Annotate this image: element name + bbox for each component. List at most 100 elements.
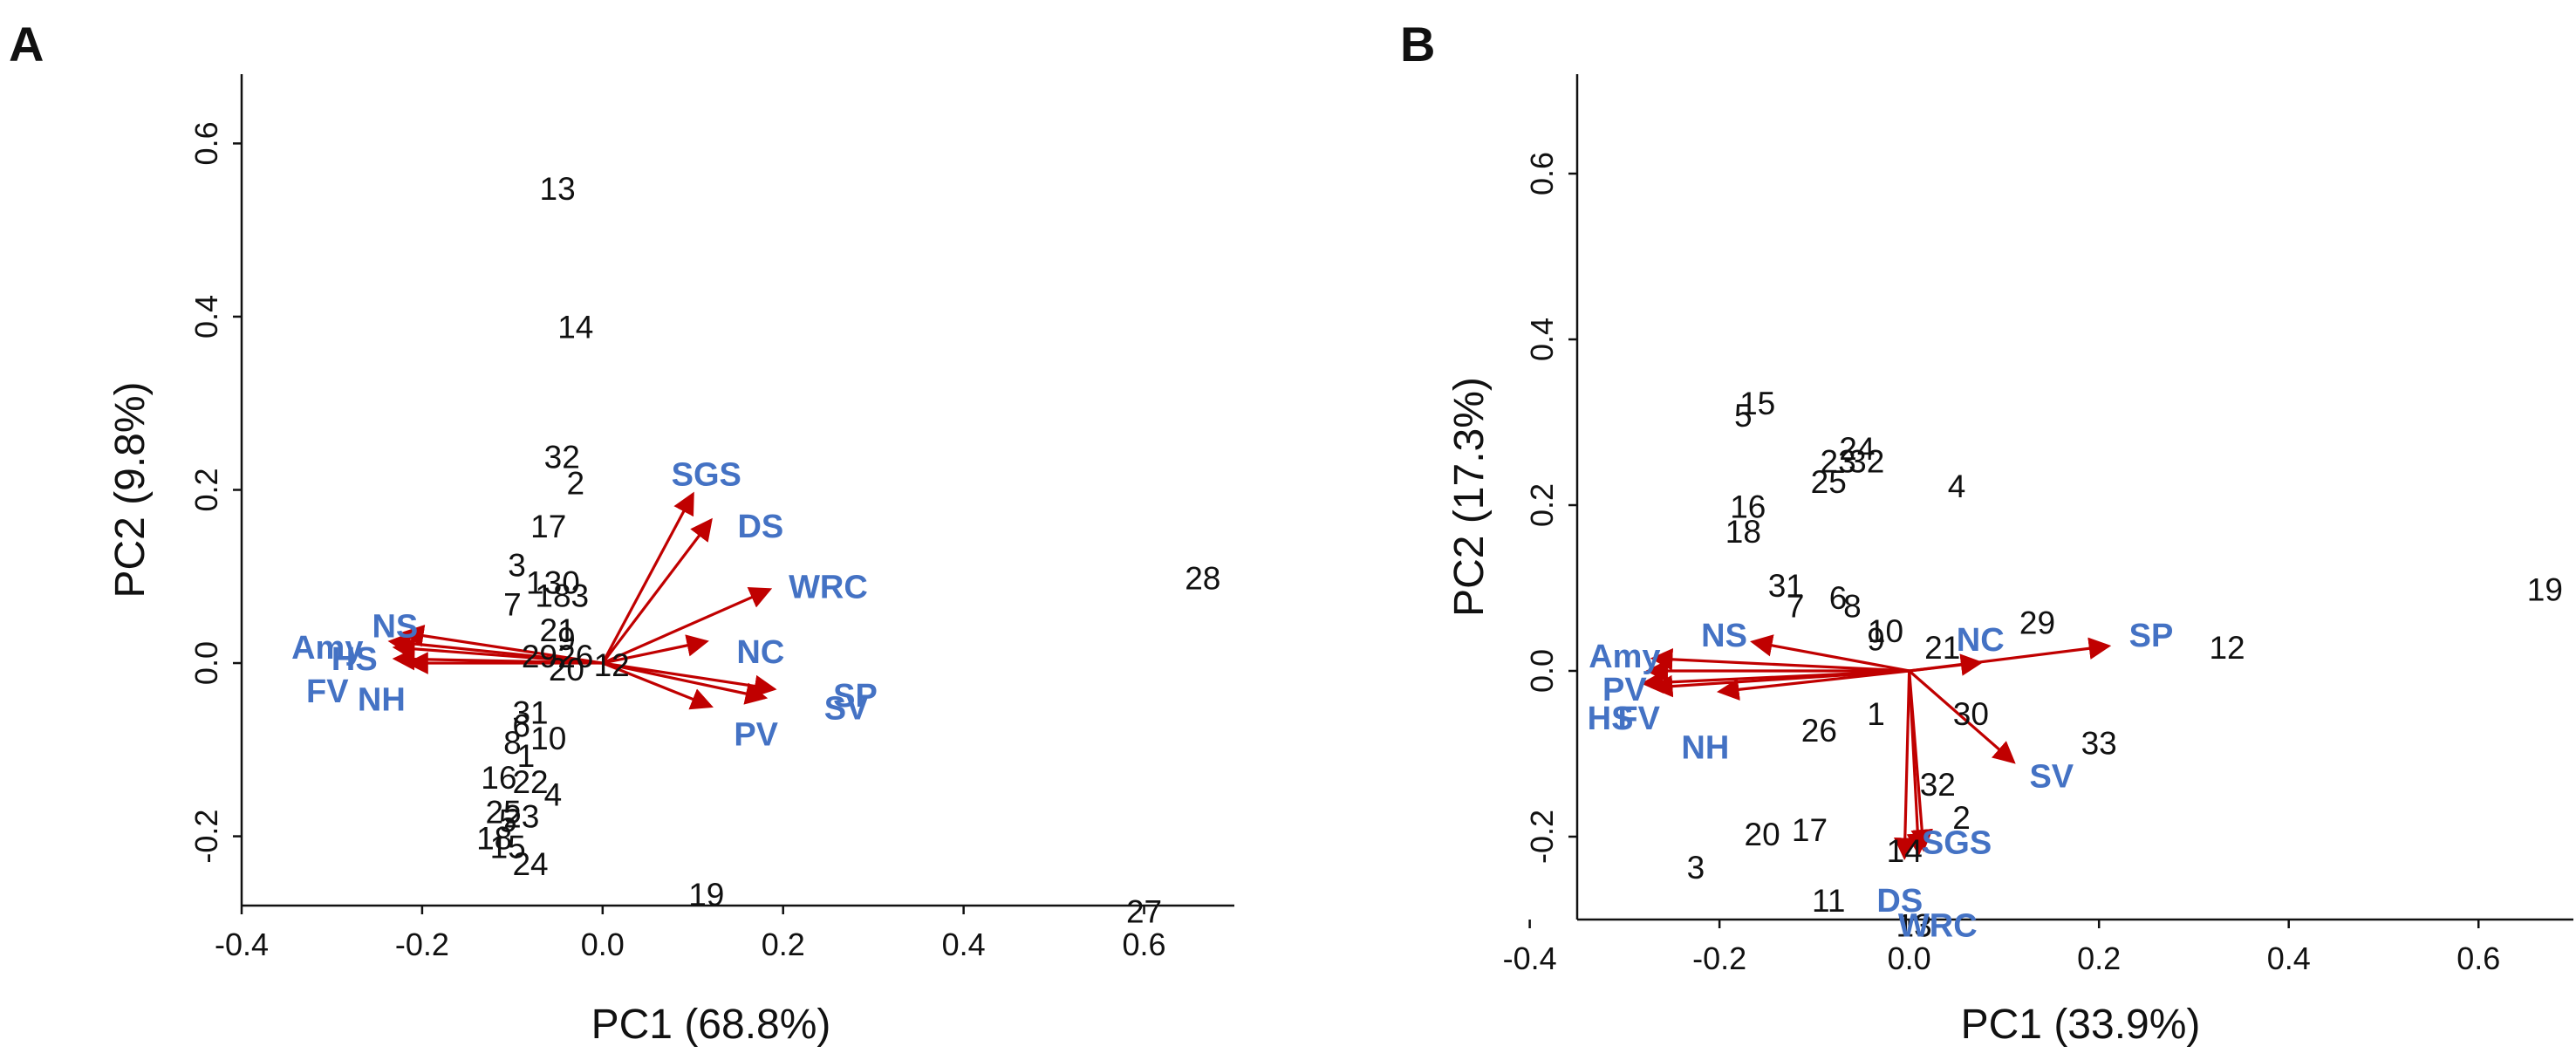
variable-label-nh: NH <box>1681 729 1729 766</box>
y-tick-label: -0.2 <box>1524 810 1560 864</box>
loading-arrow-ds <box>1906 670 1930 857</box>
observation-label: 18 <box>476 820 512 856</box>
variable-label-sp: SP <box>833 678 878 715</box>
y-axis-title: PC2 (9.8%) <box>107 381 154 598</box>
observation-label: 1 <box>1867 696 1885 732</box>
observation-label: 27 <box>1126 894 1162 930</box>
observation-label: 15 <box>1739 386 1775 421</box>
y-tick-label: 0.4 <box>1524 318 1560 361</box>
x-tick-label: 0.6 <box>2456 940 2500 976</box>
x-tick-label: -0.4 <box>1503 940 1557 976</box>
variable-label-ns: NS <box>372 608 418 645</box>
loading-arrow-ns <box>401 625 604 665</box>
variable-label-hs: HS <box>1588 701 1634 737</box>
variable-label-fv: FV <box>1617 701 1660 737</box>
observation-label: 17 <box>530 509 566 544</box>
x-tick-label: -0.2 <box>395 927 449 962</box>
observation-label: 16 <box>481 760 516 796</box>
variable-label-nh: NH <box>358 682 406 719</box>
y-tick-label: 0.6 <box>188 121 224 165</box>
observation-label: 8 <box>503 725 522 761</box>
observation-label: 26 <box>557 639 593 674</box>
observation-label: 28 <box>1185 561 1220 597</box>
observation-label: 21 <box>540 612 576 648</box>
observation-label: 17 <box>1792 812 1828 848</box>
observation-label: 29 <box>522 639 557 674</box>
observation-label: 22 <box>512 764 548 800</box>
x-tick-label: 0.4 <box>2267 940 2311 976</box>
observation-label: 15 <box>490 829 526 865</box>
variable-label-pv: PV <box>1602 672 1647 708</box>
biplot-panel-a: -0.4 -0.2 0.0 0.2 0.4 0.6 -0.2 0.0 0.2 0.4 0.6 PC1 … <box>107 74 1234 1048</box>
variable-label-ds: DS <box>1876 883 1923 920</box>
loading-arrow-pv <box>602 661 714 710</box>
observation-label: 130 <box>526 564 580 600</box>
observation-label: 6 <box>512 708 530 743</box>
observation-label: 25 <box>1811 464 1847 500</box>
observation-label: 32 <box>1848 443 1884 479</box>
observation-label: 4 <box>1948 468 1966 504</box>
observation-label: 19 <box>2527 572 2563 608</box>
loading-arrow-sv <box>602 661 769 705</box>
observation-label: 3 <box>508 548 526 584</box>
x-tick-label: 0.4 <box>942 927 986 962</box>
x-tick-label: 0.2 <box>762 927 805 962</box>
x-tick-label: -0.4 <box>215 927 269 962</box>
observation-label: 33 <box>2081 725 2117 761</box>
y-tick-label: 0.2 <box>1524 483 1560 527</box>
panel-b-letter: B <box>1400 17 1435 72</box>
observation-label: 20 <box>549 652 584 687</box>
variable-label-amy: Amy <box>1589 639 1660 675</box>
x-tick-label: 0.0 <box>581 927 625 962</box>
loading-arrow-ns <box>1750 634 1910 673</box>
variable-label-sv: SV <box>824 691 869 728</box>
x-tick-label: 0.2 <box>2077 940 2121 976</box>
x-tick-label: -0.2 <box>1692 940 1746 976</box>
x-axis-title: PC1 (68.8%) <box>591 1002 831 1048</box>
variable-label-sgs: SGS <box>1922 825 1992 862</box>
loading-arrow-wrc <box>602 586 773 665</box>
observation-label: 18 <box>1725 514 1761 550</box>
observation-label: 10 <box>1868 613 1903 649</box>
observation-label: 24 <box>512 846 548 882</box>
observation-label: 3 <box>1687 850 1705 886</box>
panel-a-letter: A <box>9 17 44 72</box>
observation-label: 21 <box>1924 630 1960 666</box>
observation-label: 26 <box>1801 713 1837 749</box>
observation-label: 29 <box>2019 605 2055 641</box>
observation-label: 8 <box>1843 589 1862 625</box>
variable-label-sv: SV <box>2029 759 2074 796</box>
observation-label: 9 <box>557 621 576 657</box>
variable-label-nc: NC <box>736 634 784 671</box>
y-tick-label: 0.6 <box>1524 152 1560 195</box>
variable-label-sp: SP <box>2129 618 2174 654</box>
observation-label: 25 <box>485 795 521 831</box>
observation-label: 2 <box>1952 800 1971 836</box>
observation-label: 7 <box>503 586 522 622</box>
observation-label: 11 <box>1812 883 1845 919</box>
loading-arrow-ds <box>601 517 713 665</box>
biplot-panel-b: -0.4 -0.2 0.0 0.2 0.4 0.6 -0.2 0.0 0.2 0.4 0.6 PC1 … <box>1446 74 2573 1048</box>
observation-label: 5 <box>1734 398 1753 434</box>
x-tick-label: 0.0 <box>1888 940 1931 976</box>
observation-label: 14 <box>557 310 593 345</box>
observation-label: 9 <box>1867 622 1885 658</box>
y-tick-label: 0.4 <box>188 295 224 339</box>
observation-label: 12 <box>2209 630 2245 666</box>
variable-label-wrc: WRC <box>789 570 868 606</box>
variable-label-ns: NS <box>1701 618 1747 654</box>
observation-label: 31 <box>1768 568 1804 604</box>
observation-label: 30 <box>1953 696 1989 732</box>
observation-label: 16 <box>1730 489 1766 525</box>
y-tick-label: -0.2 <box>188 810 224 864</box>
variable-label-amy: Amy <box>291 630 363 667</box>
loading-arrow-hs <box>392 638 603 665</box>
variable-label-pv: PV <box>734 716 778 753</box>
variable-label-hs: HS <box>331 641 378 678</box>
observation-label: 1 <box>517 738 536 774</box>
x-axis-title: PC1 (33.9%) <box>1961 1002 2201 1048</box>
observation-label: 14 <box>1887 833 1923 869</box>
y-tick-label: 0.0 <box>188 641 224 685</box>
observation-label: 23 <box>1821 443 1856 479</box>
